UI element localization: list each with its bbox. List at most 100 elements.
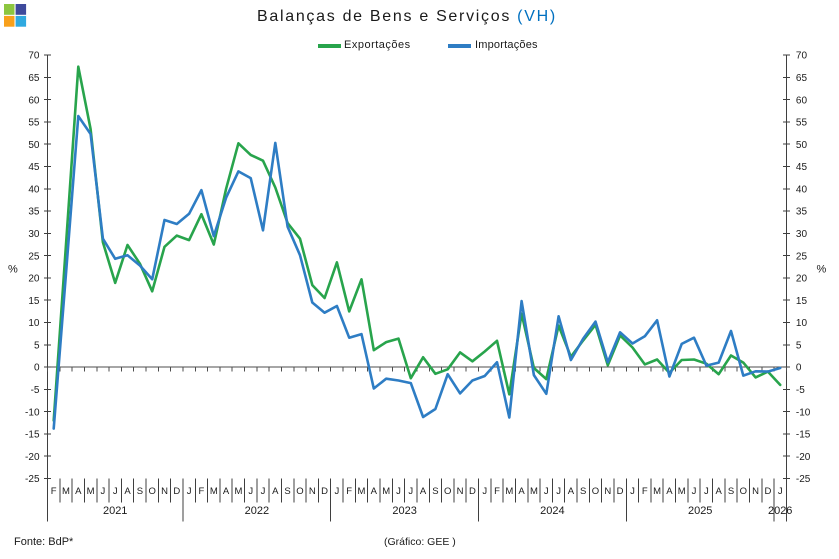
svg-text:M: M — [505, 486, 513, 497]
svg-text:D: D — [764, 486, 771, 497]
svg-text:-20: -20 — [25, 452, 40, 463]
svg-text:-25: -25 — [796, 474, 811, 485]
svg-text:A: A — [420, 486, 427, 497]
svg-text:J: J — [101, 486, 106, 497]
svg-text:O: O — [592, 486, 599, 497]
svg-text:A: A — [223, 486, 230, 497]
svg-text:O: O — [740, 486, 747, 497]
svg-text:-10: -10 — [796, 407, 811, 418]
svg-text:55: 55 — [28, 118, 40, 129]
svg-text:%: % — [817, 263, 827, 275]
svg-text:M: M — [62, 486, 70, 497]
svg-text:J: J — [556, 486, 561, 497]
svg-text:M: M — [87, 486, 95, 497]
svg-text:50: 50 — [796, 140, 808, 151]
svg-text:A: A — [666, 486, 673, 497]
svg-text:J: J — [482, 486, 487, 497]
svg-text:D: D — [469, 486, 476, 497]
svg-text:2026: 2026 — [768, 505, 792, 517]
svg-text:M: M — [358, 486, 366, 497]
svg-text:J: J — [692, 486, 697, 497]
svg-text:J: J — [704, 486, 709, 497]
svg-text:N: N — [457, 486, 464, 497]
svg-text:A: A — [124, 486, 131, 497]
svg-text:M: M — [382, 486, 390, 497]
svg-text:J: J — [261, 486, 266, 497]
svg-text:35: 35 — [796, 207, 808, 218]
svg-text:D: D — [173, 486, 180, 497]
svg-text:J: J — [335, 486, 340, 497]
svg-text:2022: 2022 — [245, 505, 269, 517]
svg-text:J: J — [778, 486, 783, 497]
svg-text:60: 60 — [796, 95, 808, 106]
svg-text:70: 70 — [28, 51, 40, 62]
svg-text:J: J — [408, 486, 413, 497]
svg-text:O: O — [149, 486, 156, 497]
svg-text:A: A — [716, 486, 723, 497]
svg-text:10: 10 — [28, 318, 40, 329]
svg-text:M: M — [678, 486, 686, 497]
svg-text:60: 60 — [28, 95, 40, 106]
svg-text:0: 0 — [796, 363, 802, 374]
svg-text:M: M — [210, 486, 218, 497]
svg-text:J: J — [396, 486, 401, 497]
svg-text:F: F — [198, 486, 204, 497]
svg-text:A: A — [75, 486, 82, 497]
svg-text:40: 40 — [28, 184, 40, 195]
svg-text:N: N — [309, 486, 316, 497]
svg-text:O: O — [296, 486, 303, 497]
svg-text:55: 55 — [796, 118, 808, 129]
svg-text:15: 15 — [796, 296, 808, 307]
svg-text:2024: 2024 — [540, 505, 564, 517]
svg-text:D: D — [617, 486, 624, 497]
svg-text:%: % — [8, 263, 18, 275]
svg-text:F: F — [494, 486, 500, 497]
svg-text:J: J — [630, 486, 635, 497]
svg-text:20: 20 — [28, 274, 40, 285]
svg-text:F: F — [346, 486, 352, 497]
svg-text:M: M — [530, 486, 538, 497]
svg-text:A: A — [272, 486, 279, 497]
svg-text:F: F — [642, 486, 648, 497]
svg-text:J: J — [544, 486, 549, 497]
svg-text:50: 50 — [28, 140, 40, 151]
svg-text:25: 25 — [796, 251, 808, 262]
svg-text:S: S — [728, 486, 734, 497]
svg-text:M: M — [234, 486, 242, 497]
svg-text:40: 40 — [796, 184, 808, 195]
svg-text:-15: -15 — [25, 430, 40, 441]
svg-text:2025: 2025 — [688, 505, 712, 517]
svg-text:-5: -5 — [796, 385, 805, 396]
svg-text:5: 5 — [34, 340, 40, 351]
svg-text:-20: -20 — [796, 452, 811, 463]
svg-text:S: S — [137, 486, 143, 497]
svg-text:-5: -5 — [31, 385, 40, 396]
svg-text:F: F — [51, 486, 57, 497]
svg-text:N: N — [752, 486, 759, 497]
svg-text:2021: 2021 — [103, 505, 127, 517]
svg-text:-15: -15 — [796, 430, 811, 441]
svg-text:65: 65 — [796, 73, 808, 84]
svg-text:J: J — [113, 486, 118, 497]
svg-text:N: N — [161, 486, 168, 497]
svg-text:S: S — [580, 486, 586, 497]
svg-text:S: S — [284, 486, 290, 497]
svg-text:25: 25 — [28, 251, 40, 262]
svg-text:J: J — [187, 486, 192, 497]
svg-text:0: 0 — [34, 363, 40, 374]
svg-text:D: D — [321, 486, 328, 497]
svg-text:70: 70 — [796, 51, 808, 62]
svg-text:J: J — [248, 486, 253, 497]
svg-text:65: 65 — [28, 73, 40, 84]
svg-text:20: 20 — [796, 274, 808, 285]
svg-text:M: M — [653, 486, 661, 497]
svg-text:-25: -25 — [25, 474, 40, 485]
svg-text:-10: -10 — [25, 407, 40, 418]
svg-text:45: 45 — [28, 162, 40, 173]
svg-text:A: A — [518, 486, 525, 497]
svg-text:35: 35 — [28, 207, 40, 218]
svg-text:A: A — [371, 486, 378, 497]
svg-text:S: S — [432, 486, 438, 497]
svg-text:2023: 2023 — [392, 505, 416, 517]
svg-text:5: 5 — [796, 340, 802, 351]
